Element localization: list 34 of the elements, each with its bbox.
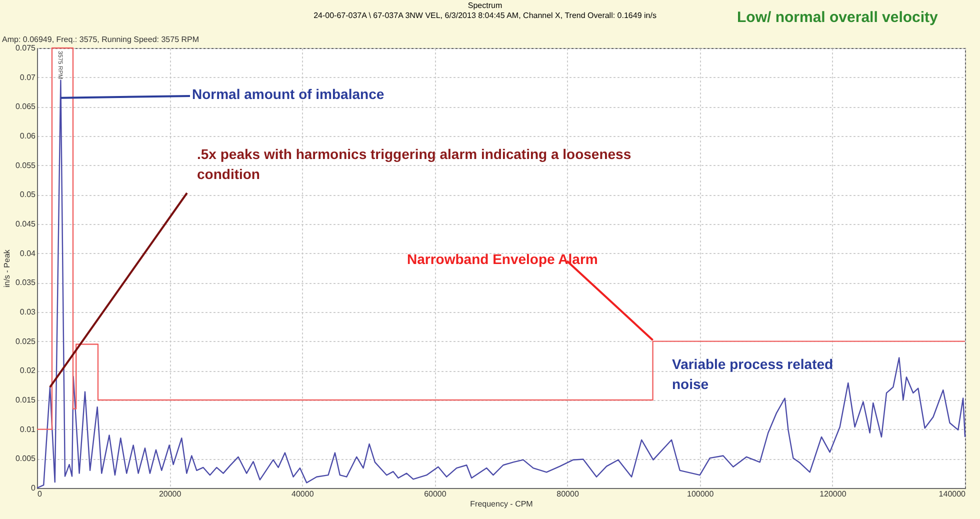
y-tick-label: 0.035 [15, 278, 36, 288]
text: Low/ normal overall velocity [737, 9, 939, 26]
x-tick-label: 120000 [820, 490, 847, 498]
y-tick-label: 0.01 [20, 424, 36, 434]
y-tick-label: 0.045 [15, 220, 36, 228]
x-tick-label: 20000 [158, 490, 182, 498]
x-tick-label: 140000 [938, 490, 966, 498]
y-tick-label: 0.065 [15, 102, 36, 112]
x-axis-title: Frequency - CPM [470, 500, 534, 508]
chart-title: Spectrum [468, 1, 502, 10]
y-tick-label: 0 [31, 484, 36, 492]
y-tick-label: 0.005 [15, 454, 36, 464]
y-tick-label: 0.07 [20, 72, 36, 82]
annotation: Variable process related noise [672, 356, 834, 392]
chart-subtitle: 24-00-67-037A \ 67-037A 3NW VEL, 6/3/2013 8:04:45 AM, Channel X, Trend Overall: 0.1649 in/s [314, 11, 656, 20]
y-tick-label: 0.04 [20, 248, 36, 258]
x-tick-label: 40000 [292, 490, 314, 498]
y-tick-label: 0.075 [15, 44, 36, 52]
y-tick-label: 0.03 [20, 308, 36, 316]
x-tick-label: 0 [38, 490, 42, 498]
y-tick-label: 0.015 [15, 396, 36, 404]
x-tick-label: 100000 [687, 490, 714, 498]
text: Amp: 0.06949, Freq.: 3575, Running Speed: 3575 RPM [2, 35, 200, 44]
x-tick-label: 60000 [424, 490, 447, 498]
annotation: Normal amount of imbalance [192, 86, 384, 102]
annotation: Narrowband Envelope Alarm [407, 251, 598, 267]
y-tick-label: 0.05 [20, 190, 36, 200]
y-axis-title: in/s - Peak [2, 248, 12, 288]
y-tick-label: 0.055 [15, 160, 36, 170]
y-tick-label: 0.025 [15, 336, 36, 346]
x-tick-label: 80000 [556, 490, 580, 498]
y-tick-label: 0.02 [20, 366, 36, 376]
annotation: .5x peaks with harmonics triggering alarm indicating a looseness condition [197, 146, 632, 182]
y-tick-label: 0.06 [20, 132, 36, 140]
